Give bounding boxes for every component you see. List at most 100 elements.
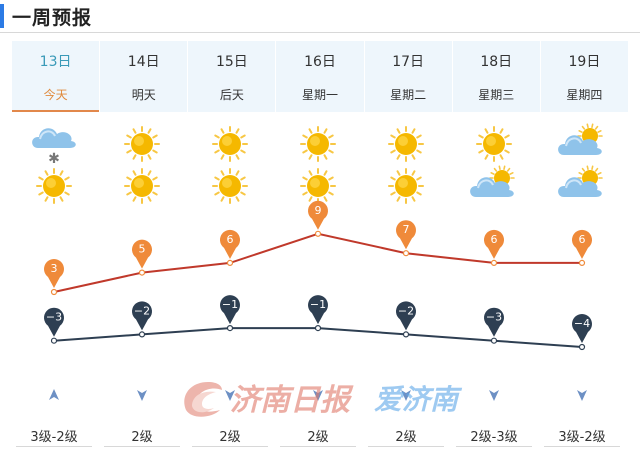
- high-temp-point: [314, 230, 322, 237]
- wind-underline: [280, 446, 356, 447]
- low-temp-point: [138, 331, 146, 338]
- high-temp-point: [402, 250, 410, 257]
- low-temp-point: [490, 337, 498, 344]
- day-tab-5[interactable]: 18日星期三: [451, 41, 540, 112]
- partly-cloudy-icon: [558, 123, 603, 155]
- high-temp-marker: 7: [396, 220, 416, 250]
- day-tab-4[interactable]: 17日星期二: [363, 41, 452, 112]
- high-temp-label: 6: [579, 233, 586, 246]
- low-temp-label: −1: [310, 298, 326, 311]
- day-date: 14日: [127, 54, 160, 70]
- low-temp-marker: −3: [44, 307, 64, 337]
- wind-level: 3级-2级: [558, 430, 606, 445]
- day-weekday: 后天: [219, 88, 244, 102]
- down-arrow-icon: [137, 390, 147, 401]
- down-arrow-icon: [489, 390, 499, 401]
- low-temp-marker: −2: [396, 301, 416, 331]
- wind-level: 2级: [131, 430, 153, 445]
- day-weekday: 星期二: [390, 88, 427, 102]
- low-temp-point: [402, 331, 410, 338]
- day-date: 13日: [39, 54, 72, 70]
- low-temp-point: [226, 325, 234, 332]
- wind-underline: [16, 446, 92, 447]
- low-temp-label: −2: [134, 304, 150, 317]
- partly-cloudy-icon: [558, 165, 603, 197]
- wind-level: 3级-2级: [30, 430, 78, 445]
- wind-level: 2级-3级: [470, 430, 518, 445]
- down-arrow-icon: [401, 390, 411, 401]
- header-divider: [0, 32, 640, 33]
- wind-level: 2级: [307, 430, 329, 445]
- day-weekday: 明天: [131, 88, 156, 102]
- day-weekday: 星期三: [478, 88, 515, 102]
- high-temp-point: [578, 259, 586, 266]
- low-temp-point: [314, 325, 322, 332]
- section-title: 一周预报: [12, 7, 93, 29]
- wind-underline: [104, 446, 180, 447]
- high-temp-marker: 5: [132, 239, 153, 269]
- day-date: 17日: [392, 54, 425, 70]
- low-temp-label: −2: [398, 304, 414, 317]
- watermark-logo: 济南日报 爱济南: [184, 382, 463, 418]
- high-temp-marker: 6: [220, 229, 240, 259]
- high-temp-point: [226, 259, 234, 266]
- sun-icon: [300, 168, 336, 204]
- partly-cloudy-icon: [470, 165, 515, 197]
- day-tab-2[interactable]: 15日后天: [187, 41, 276, 112]
- high-temp-label: 5: [139, 243, 146, 256]
- low-temp-point: [50, 337, 58, 344]
- sun-icon: [124, 168, 160, 204]
- high-temp-point: [50, 288, 58, 296]
- high-temp-marker: 3: [44, 259, 64, 288]
- section-header: 一周预报: [0, 0, 640, 34]
- up-arrow-icon: [49, 389, 59, 400]
- today-underline: [12, 110, 100, 112]
- down-arrow-icon: [577, 390, 587, 401]
- header-accent-bar: [0, 4, 4, 28]
- low-temp-label: −1: [222, 298, 238, 311]
- sun-icon: [300, 126, 336, 162]
- high-temp-label: 6: [227, 233, 234, 246]
- day-tab-3[interactable]: 16日星期一: [275, 41, 364, 112]
- sun-icon: [476, 126, 512, 162]
- day-tab-0[interactable]: 13日 今天: [12, 41, 100, 112]
- svg-text:爱济南: 爱济南: [374, 383, 463, 416]
- low-temp-label: −4: [574, 317, 590, 330]
- sun-icon: [212, 168, 248, 204]
- high-temp-label: 9: [315, 204, 322, 217]
- day-tab-1[interactable]: 14日明天: [99, 41, 188, 112]
- low-temp-marker: −4: [572, 314, 592, 343]
- day-date: 16日: [304, 54, 336, 70]
- wind-underline: [368, 446, 444, 447]
- wind-underline: [192, 446, 268, 447]
- down-arrow-icon: [225, 390, 235, 401]
- day-weekday: 星期一: [301, 88, 338, 102]
- high-temp-marker: 9: [308, 200, 328, 230]
- down-arrow-icon: [313, 390, 323, 401]
- high-temp-label: 3: [51, 262, 58, 275]
- high-temp-point: [138, 269, 146, 276]
- svg-text:✱: ✱: [48, 151, 60, 167]
- cloud-snow-icon: ✱: [32, 128, 76, 167]
- day-tab-6[interactable]: 19日星期四: [539, 41, 628, 112]
- low-temp-marker: −3: [484, 307, 505, 337]
- wind-level: 2级: [395, 430, 417, 445]
- day-date: 18日: [480, 54, 513, 70]
- day-date: 15日: [215, 54, 248, 70]
- wind-row: 3级-2级 2级 2级 2级 2级 2级-3级 3级-2级: [0, 420, 640, 451]
- high-temp-marker: 6: [571, 229, 592, 259]
- low-temp-point: [578, 343, 586, 351]
- high-temp-marker: 6: [484, 229, 505, 259]
- day-date: 19日: [568, 54, 601, 70]
- sun-icon: [124, 126, 160, 162]
- low-temp-label: −3: [486, 311, 502, 324]
- high-temp-point: [490, 259, 498, 266]
- sun-icon: [36, 168, 72, 204]
- wind-underline: [544, 446, 620, 447]
- low-temp-marker: −2: [132, 301, 153, 331]
- day-tabs: 13日 今天 14日 明天 15日 后天 16日 星期一 17日 星期二 18日 星期三 19日 星期四: [12, 41, 628, 112]
- day-weekday: 星期四: [566, 88, 603, 102]
- low-temp-label: −3: [46, 311, 62, 324]
- sun-icon: [388, 126, 424, 162]
